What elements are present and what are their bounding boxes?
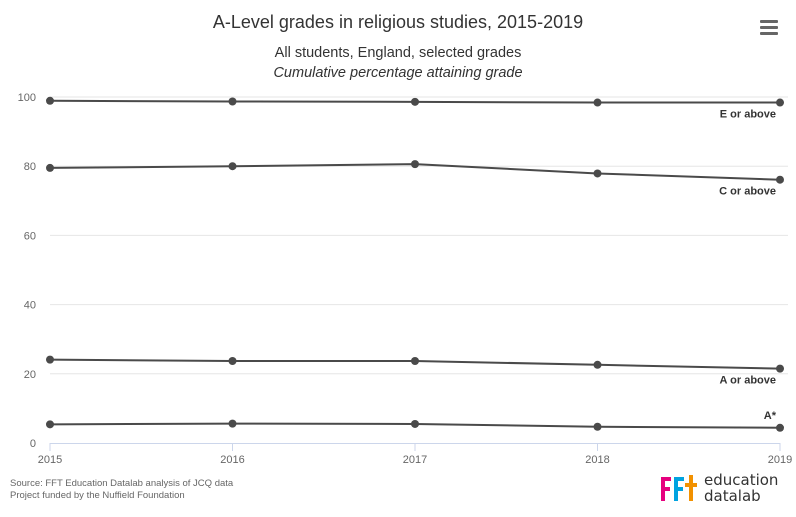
- chart-subtitle-line: All students, England, selected grades: [274, 45, 522, 61]
- chart-title: A-Level grades in religious studies, 201…: [212, 12, 584, 32]
- data-point: [593, 422, 602, 431]
- y-axis-ticks: 0 20 40 60 80 100: [18, 92, 36, 450]
- data-point: [228, 419, 237, 428]
- logo-word-datalab: datalab: [704, 487, 761, 505]
- x-tick-label-2019: 2019: [768, 454, 792, 466]
- series-label: E or above: [720, 109, 776, 121]
- series-label: A or above: [720, 375, 776, 387]
- series-label: A*: [764, 410, 777, 422]
- series-group: E or above C or above A or above A*: [46, 96, 784, 432]
- source-note: Source: FFT Education Datalab analysis o…: [10, 478, 233, 502]
- data-point: [411, 419, 419, 428]
- y-tick-label-100: 100: [18, 92, 36, 104]
- x-axis: 2015 2016 2017 2018 2019: [38, 443, 792, 466]
- funding-line: Project funded by the Nuffield Foundatio…: [10, 490, 185, 501]
- y-tick-label-20: 20: [24, 369, 36, 381]
- data-point: [593, 360, 602, 369]
- data-point: [593, 169, 602, 178]
- series-c-or-above: C or above: [46, 160, 784, 198]
- chart-subtitle-italic: Cumulative percentage attaining grade: [273, 65, 523, 81]
- x-tick-label-2016: 2016: [220, 454, 244, 466]
- data-point: [776, 423, 784, 432]
- data-point: [776, 364, 784, 373]
- data-point: [228, 356, 237, 365]
- x-tick-label-2018: 2018: [585, 454, 609, 466]
- source-line: Source: FFT Education Datalab analysis o…: [10, 478, 234, 489]
- data-point: [411, 356, 419, 365]
- fft-logo-mark: [661, 475, 697, 501]
- hamburger-menu-icon[interactable]: [760, 20, 778, 36]
- data-point: [46, 355, 54, 364]
- data-point: [228, 162, 237, 171]
- data-point: [593, 98, 602, 107]
- fft-education-datalab-logo: education datalab: [660, 472, 790, 504]
- data-point: [776, 175, 784, 184]
- logo-word-education: education: [704, 471, 779, 489]
- data-point: [411, 97, 419, 106]
- y-tick-label-80: 80: [24, 161, 36, 173]
- grid-lines: [50, 96, 788, 375]
- data-point: [46, 420, 54, 429]
- x-tick-label-2015: 2015: [38, 454, 62, 466]
- data-point: [46, 163, 54, 172]
- data-point: [46, 96, 54, 105]
- series-e-or-above: E or above: [46, 96, 784, 121]
- y-tick-label-0: 0: [30, 438, 36, 450]
- y-tick-label-40: 40: [24, 300, 36, 312]
- series-a: A*: [46, 410, 784, 432]
- data-point: [411, 160, 419, 169]
- x-tick-label-2017: 2017: [403, 454, 427, 466]
- y-tick-label-60: 60: [24, 230, 36, 242]
- chart-subtitle: All students, England, selected grades C…: [0, 43, 796, 83]
- data-point: [776, 98, 784, 107]
- data-point: [228, 97, 237, 106]
- series-label: C or above: [719, 186, 776, 198]
- series-a-or-above: A or above: [46, 355, 784, 387]
